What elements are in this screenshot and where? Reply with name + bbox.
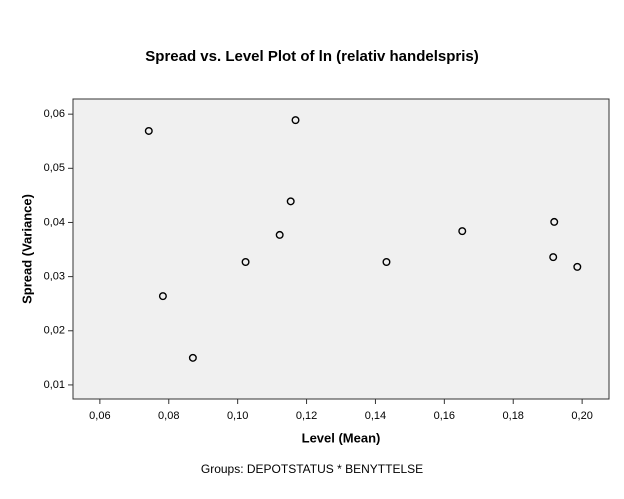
point <box>573 262 582 271</box>
x-tick-label: 0,14 <box>365 410 386 422</box>
plot-area <box>72 98 610 400</box>
x-tick-label: 0,06 <box>89 410 110 422</box>
point <box>286 197 295 206</box>
point <box>549 253 558 262</box>
chart-title: Spread vs. Level Plot of ln (relativ han… <box>145 48 478 65</box>
x-tick-label: 0,18 <box>503 410 524 422</box>
point <box>382 257 391 266</box>
x-tick-label: 0,08 <box>158 410 179 422</box>
y-axis-label: Spread (Variance) <box>19 194 34 304</box>
point <box>291 116 300 125</box>
x-tick-label: 0,16 <box>434 410 455 422</box>
y-tick-label: 0,02 <box>44 325 65 337</box>
point <box>188 353 197 362</box>
point <box>144 126 153 135</box>
y-tick-label: 0,05 <box>44 162 65 174</box>
point <box>275 230 284 239</box>
x-axis-label: Level (Mean) <box>302 430 381 445</box>
point <box>550 217 559 226</box>
point <box>158 292 167 301</box>
x-tick-label: 0,12 <box>296 410 317 422</box>
y-tick-label: 0,03 <box>44 271 65 283</box>
footnote: Groups: DEPOTSTATUS * BENYTTELSE <box>201 462 423 476</box>
x-tick-label: 0,10 <box>227 410 248 422</box>
point <box>241 257 250 266</box>
point <box>458 227 467 236</box>
y-tick-label: 0,06 <box>44 108 65 120</box>
y-tick-label: 0,01 <box>44 379 65 391</box>
x-tick-label: 0,20 <box>571 410 592 422</box>
y-tick-label: 0,04 <box>44 216 65 228</box>
